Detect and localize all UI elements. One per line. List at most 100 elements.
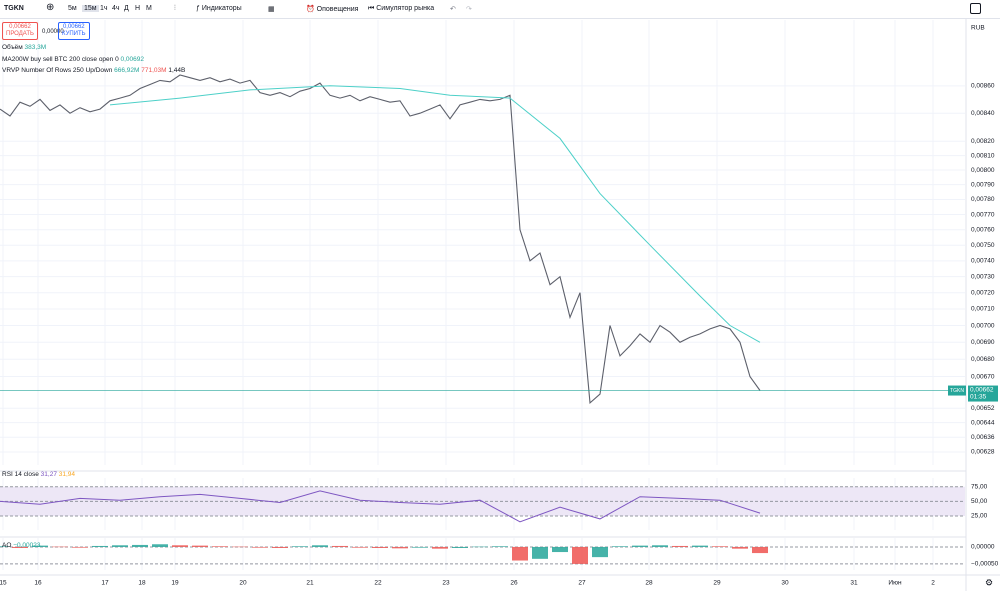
ao-bar xyxy=(672,545,688,547)
y-tick-label: 0,00680 xyxy=(971,356,995,363)
x-tick-label: 30 xyxy=(781,580,789,587)
fullscreen[interactable] xyxy=(970,3,981,14)
interval[interactable]: 4ч xyxy=(112,5,120,12)
ao-bar xyxy=(632,545,648,547)
ao-bar xyxy=(452,546,468,548)
y-tick-label: 0,00820 xyxy=(971,138,995,145)
ao-bar xyxy=(492,546,508,547)
y-tick-label: 0,00670 xyxy=(971,373,995,380)
x-tick-label: 22 xyxy=(374,580,382,587)
interval[interactable]: 15м xyxy=(82,5,99,12)
y-tick-label: 0,00644 xyxy=(971,419,995,426)
ao-bar xyxy=(232,546,248,548)
y-tick-label: 0,00810 xyxy=(971,152,995,159)
interval[interactable]: М xyxy=(146,5,152,12)
buy-button[interactable]: 0,00662 КУПИТЬ xyxy=(58,22,90,40)
price-tag-countdown: 01:35 xyxy=(970,393,987,400)
x-tick-label: 18 xyxy=(138,580,146,587)
settings[interactable]: ⚙ xyxy=(985,577,993,587)
toolbar: TGKN ⊕ 5м 15м 1ч 4ч Д Н М ⫶ ƒ Индикаторы… xyxy=(0,0,1000,19)
ao-bar xyxy=(352,546,368,548)
ao-bar xyxy=(712,546,728,547)
sell-price: 0,00662 xyxy=(9,24,31,30)
interval[interactable]: 5м xyxy=(68,5,77,12)
chart-type[interactable]: ⫶ xyxy=(174,5,176,12)
ao-bar xyxy=(512,546,528,561)
x-tick-label: 27 xyxy=(578,580,586,587)
ao-legend: AO −0,00023 xyxy=(2,542,41,549)
y-tick-label: 25,00 xyxy=(971,513,988,520)
y-tick-label: 0,00628 xyxy=(971,449,995,456)
ao-bar xyxy=(172,545,188,547)
ao-bar xyxy=(272,546,288,548)
ao-bar xyxy=(532,546,548,559)
buy-label: КУПИТЬ xyxy=(62,31,86,37)
price-tag-bg xyxy=(968,385,998,402)
y-tick-label: 0,00750 xyxy=(971,242,995,249)
legend-value: 31,27 xyxy=(40,471,57,478)
ao-bar xyxy=(332,545,348,547)
price-tag-bg xyxy=(948,385,966,396)
ao-bar xyxy=(312,545,328,547)
ao-bar xyxy=(252,546,268,548)
indicators-label: Индикаторы xyxy=(201,5,242,12)
add-symbol[interactable]: ⊕ xyxy=(46,2,55,13)
price-tag-symbol: TGKN xyxy=(950,388,964,394)
x-tick-label: 2 xyxy=(931,580,935,587)
y-tick-label: 0,00800 xyxy=(971,167,995,174)
y-tick-label: 0,00840 xyxy=(971,110,995,117)
ao-bar xyxy=(192,545,208,547)
ma-legend: MA200W buy sell BTC 200 close open 0 0,0… xyxy=(2,56,144,63)
y-tick-label: 50,00 xyxy=(971,498,988,505)
y-tick-label: 0,00790 xyxy=(971,181,995,188)
series-line xyxy=(0,74,761,405)
symbol[interactable]: TGKN xyxy=(4,5,24,12)
x-tick-label: 21 xyxy=(306,580,314,587)
y-tick-label: 0,00740 xyxy=(971,258,995,265)
x-tick-label: 29 xyxy=(713,580,721,587)
ao-bar xyxy=(552,546,568,553)
ao-bar xyxy=(372,546,388,548)
ao-bar xyxy=(112,545,128,547)
ao-bar xyxy=(612,546,628,547)
sell-button[interactable]: 0,00662 ПРОДАТЬ xyxy=(2,22,38,40)
rsi-band xyxy=(0,486,965,516)
x-tick-label: 20 xyxy=(239,580,247,587)
interval[interactable]: Н xyxy=(135,5,141,12)
y-tick-label: 0,00690 xyxy=(971,339,995,346)
y-tick-label: 0,00730 xyxy=(971,273,995,280)
x-tick-label: 17 xyxy=(101,580,109,587)
y-tick-label: 0,00700 xyxy=(971,322,995,329)
y-tick-label: 75,00 xyxy=(971,483,988,490)
ao-bar xyxy=(412,546,428,548)
ao-bar xyxy=(692,545,708,547)
legend-label: Объём xyxy=(2,44,23,51)
interval[interactable]: 1ч xyxy=(100,5,108,12)
layouts[interactable]: ▦ xyxy=(268,6,275,13)
y-tick-label: 0,00760 xyxy=(971,226,995,233)
ao-bar xyxy=(212,546,228,547)
indicators[interactable]: ƒ Индикаторы xyxy=(196,5,242,12)
y-tick-label: 0,00710 xyxy=(971,306,995,313)
undo[interactable]: ↶ xyxy=(450,6,456,13)
ao-bar xyxy=(92,545,108,547)
interval[interactable]: Д xyxy=(124,5,129,12)
redo[interactable]: ↷ xyxy=(466,6,472,13)
ao-bar xyxy=(432,546,448,549)
replay[interactable]: ⏮ Симулятор рынка xyxy=(368,5,435,12)
sell-label: ПРОДАТЬ xyxy=(6,31,34,37)
y-tick-label: 0,00000 xyxy=(971,544,995,551)
y-tick-label: 0,00770 xyxy=(971,211,995,218)
ao-bar xyxy=(132,544,148,547)
ao-bar xyxy=(292,546,308,547)
ao-bar xyxy=(572,546,588,564)
ao-bar xyxy=(592,546,608,558)
replay-label: Симулятор рынка xyxy=(376,5,435,12)
legend-label: RSI 14 close xyxy=(2,471,39,478)
alerts[interactable]: ⏰ Оповещения xyxy=(306,6,359,13)
x-tick-label: 31 xyxy=(850,580,858,587)
legend-value: 0,00692 xyxy=(120,56,145,63)
ao-bar xyxy=(472,546,488,548)
